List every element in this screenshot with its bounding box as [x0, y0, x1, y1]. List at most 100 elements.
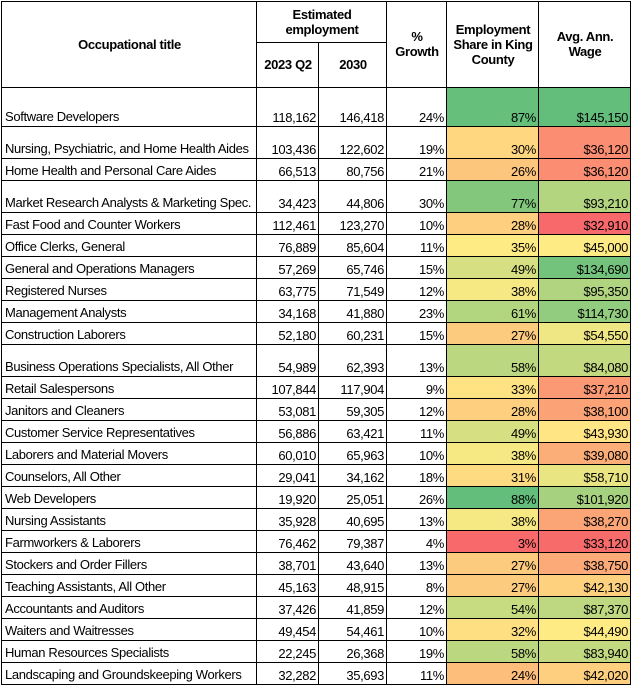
growth-cell: 21% — [386, 158, 447, 181]
employment-2023-cell: 118,162 — [256, 87, 319, 127]
share-cell: 27% — [446, 552, 539, 575]
table-row: Home Health and Personal Care Aides 66,51… — [1, 158, 631, 181]
employment-2030-cell: 41,880 — [318, 300, 387, 323]
table-row: Software Developers 118,162 146,418 24% 87% $… — [1, 87, 631, 127]
growth-cell: 13% — [386, 344, 447, 377]
wage-cell: $38,100 — [538, 398, 631, 421]
share-cell: 88% — [446, 486, 539, 509]
employment-2030-cell: 79,387 — [318, 530, 387, 553]
occupation-cell: Home Health and Personal Care Aides — [1, 158, 257, 181]
wage-cell: $36,120 — [538, 126, 631, 159]
occupation-cell: Stockers and Order Fillers — [1, 552, 257, 575]
employment-2030-cell: 60,231 — [318, 322, 387, 345]
occupation-cell: Web Developers — [1, 486, 257, 509]
employment-2023-cell: 76,462 — [256, 530, 319, 553]
wage-cell: $43,930 — [538, 420, 631, 443]
growth-cell: 30% — [386, 180, 447, 213]
table-row: Customer Service Representatives 56,886 63… — [1, 420, 631, 443]
employment-2030-cell: 117,904 — [318, 376, 387, 399]
table-row: Waiters and Waitresses 49,454 54,461 10% 32%… — [1, 618, 631, 641]
occupation-cell: General and Operations Managers — [1, 256, 257, 279]
employment-2030-cell: 26,368 — [318, 640, 387, 663]
growth-cell: 10% — [386, 618, 447, 641]
share-cell: 58% — [446, 640, 539, 663]
header-2023: 2023 Q2 — [256, 42, 319, 88]
share-cell: 27% — [446, 322, 539, 345]
share-cell: 32% — [446, 618, 539, 641]
share-cell: 38% — [446, 508, 539, 531]
employment-2023-cell: 34,423 — [256, 180, 319, 213]
employment-2030-cell: 54,461 — [318, 618, 387, 641]
occupation-cell: Office Clerks, General — [1, 234, 257, 257]
employment-2023-cell: 22,245 — [256, 640, 319, 663]
growth-cell: 19% — [386, 126, 447, 159]
table-row: Stockers and Order Fillers 38,701 43,640 13… — [1, 552, 631, 575]
employment-2030-cell: 122,602 — [318, 126, 387, 159]
employment-2023-cell: 76,889 — [256, 234, 319, 257]
employment-2023-cell: 53,081 — [256, 398, 319, 421]
wage-cell: $84,080 — [538, 344, 631, 377]
share-cell: 26% — [446, 158, 539, 181]
wage-cell: $38,270 — [538, 508, 631, 531]
table-row: Laborers and Material Movers 60,010 65,963… — [1, 442, 631, 465]
growth-cell: 4% — [386, 530, 447, 553]
employment-2030-cell: 71,549 — [318, 278, 387, 301]
employment-2023-cell: 57,269 — [256, 256, 319, 279]
occupation-cell: Fast Food and Counter Workers — [1, 212, 257, 235]
growth-cell: 10% — [386, 212, 447, 235]
growth-cell: 24% — [386, 87, 447, 127]
occupation-cell: Laborers and Material Movers — [1, 442, 257, 465]
growth-cell: 11% — [386, 420, 447, 443]
employment-2023-cell: 35,928 — [256, 508, 319, 531]
wage-cell: $93,210 — [538, 180, 631, 213]
share-cell: 58% — [446, 344, 539, 377]
growth-cell: 9% — [386, 376, 447, 399]
employment-2023-cell: 66,513 — [256, 158, 319, 181]
share-cell: 54% — [446, 596, 539, 619]
wage-cell: $95,350 — [538, 278, 631, 301]
growth-cell: 15% — [386, 322, 447, 345]
wage-cell: $33,120 — [538, 530, 631, 553]
employment-2030-cell: 25,051 — [318, 486, 387, 509]
growth-cell: 23% — [386, 300, 447, 323]
table-row: Business Operations Specialists, All Oth… — [1, 344, 631, 377]
employment-2023-cell: 29,041 — [256, 464, 319, 487]
employment-2023-cell: 103,436 — [256, 126, 319, 159]
employment-2030-cell: 40,695 — [318, 508, 387, 531]
occupation-cell: Nursing Assistants — [1, 508, 257, 531]
table-row: Counselors, All Other 29,041 34,162 18% 31% $… — [1, 464, 631, 487]
table-row: Retail Salespersons 107,844 117,904 9% 33% $3… — [1, 376, 631, 399]
wage-cell: $32,910 — [538, 212, 631, 235]
header-2030: 2030 — [318, 42, 387, 88]
growth-cell: 12% — [386, 398, 447, 421]
employment-2030-cell: 62,393 — [318, 344, 387, 377]
employment-2023-cell: 112,461 — [256, 212, 319, 235]
table-row: Office Clerks, General 76,889 85,604 11% 35%… — [1, 234, 631, 257]
table-row: Web Developers 19,920 25,051 26% 88% $101,920 — [1, 486, 631, 509]
table-row: Janitors and Cleaners 53,081 59,305 12% 28% $… — [1, 398, 631, 421]
employment-2023-cell: 19,920 — [256, 486, 319, 509]
growth-cell: 15% — [386, 256, 447, 279]
share-cell: 38% — [446, 278, 539, 301]
header-estimated-employment: Estimated employment — [256, 1, 387, 43]
share-cell: 33% — [446, 376, 539, 399]
occupation-cell: Human Resources Specialists — [1, 640, 257, 663]
header-occupational-title: Occupational title — [1, 1, 257, 88]
table-row: Nursing, Psychiatric, and Home Health Ai… — [1, 126, 631, 159]
share-cell: 61% — [446, 300, 539, 323]
growth-cell: 12% — [386, 596, 447, 619]
share-cell: 38% — [446, 442, 539, 465]
growth-cell: 11% — [386, 234, 447, 257]
wage-cell: $87,370 — [538, 596, 631, 619]
occupation-cell: Construction Laborers — [1, 322, 257, 345]
occupation-cell: Retail Salespersons — [1, 376, 257, 399]
employment-2030-cell: 41,859 — [318, 596, 387, 619]
wage-cell: $145,150 — [538, 87, 631, 127]
employment-2023-cell: 63,775 — [256, 278, 319, 301]
header-growth: % Growth — [386, 1, 447, 88]
growth-cell: 26% — [386, 486, 447, 509]
occupation-cell: Accountants and Auditors — [1, 596, 257, 619]
employment-2030-cell: 146,418 — [318, 87, 387, 127]
employment-2030-cell: 123,270 — [318, 212, 387, 235]
